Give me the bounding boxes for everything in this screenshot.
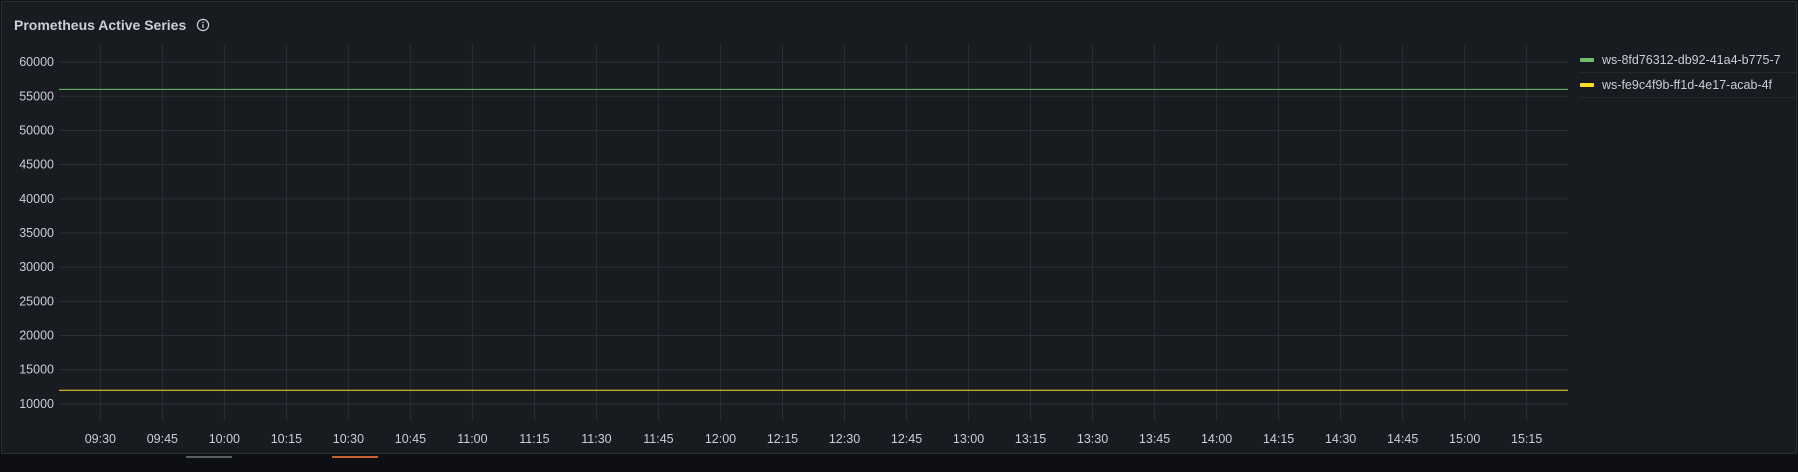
panel-header: Prometheus Active Series <box>14 14 212 36</box>
series-lines <box>59 89 1568 390</box>
y-tick-label: 35000 <box>19 226 54 240</box>
legend: ws-8fd76312-db92-41a4-b775-7 ws-fe9c4f9b… <box>1580 48 1797 98</box>
chart-panel: 60000 55000 50000 45000 40000 35000 30000 25000… <box>1 1 1797 454</box>
panel-title: Prometheus Active Series <box>14 17 186 33</box>
x-tick-label: 09:45 <box>147 432 178 446</box>
x-tick-label: 10:00 <box>209 432 240 446</box>
x-axis: 09:30 09:45 10:00 10:15 10:30 10:45 11:00 11:15… <box>85 432 1543 446</box>
x-tick-label: 11:15 <box>519 432 549 446</box>
y-tick-label: 10000 <box>19 397 54 411</box>
legend-label: ws-8fd76312-db92-41a4-b775-7 <box>1602 53 1781 67</box>
y-tick-label: 40000 <box>19 192 54 206</box>
x-tick-label: 11:00 <box>457 432 487 446</box>
legend-swatch <box>1580 83 1594 87</box>
x-tick-label: 10:15 <box>271 432 302 446</box>
x-tick-label: 14:00 <box>1201 432 1232 446</box>
legend-swatch <box>1580 58 1594 62</box>
x-tick-label: 14:45 <box>1387 432 1418 446</box>
x-tick-label: 15:00 <box>1449 432 1480 446</box>
x-tick-label: 09:30 <box>85 432 116 446</box>
x-tick-label: 12:45 <box>891 432 922 446</box>
x-tick-label: 13:00 <box>953 432 984 446</box>
x-tick-label: 10:45 <box>395 432 426 446</box>
x-tick-label: 13:30 <box>1077 432 1108 446</box>
footer-strip <box>0 454 1798 472</box>
x-tick-label: 12:00 <box>705 432 736 446</box>
y-tick-label: 30000 <box>19 260 54 274</box>
footer-tab-marker <box>186 456 232 458</box>
grid-lines <box>59 45 1568 421</box>
chart-area: 60000 55000 50000 45000 40000 35000 30000 25000… <box>2 2 1580 454</box>
x-tick-label: 12:15 <box>767 432 798 446</box>
y-tick-label: 45000 <box>19 158 54 172</box>
legend-item-series-1[interactable]: ws-fe9c4f9b-ff1d-4e17-acab-4f <box>1580 73 1797 98</box>
x-tick-label: 13:45 <box>1139 432 1170 446</box>
legend-item-series-0[interactable]: ws-8fd76312-db92-41a4-b775-7 <box>1580 48 1797 73</box>
x-tick-label: 15:15 <box>1511 432 1542 446</box>
y-tick-label: 50000 <box>19 123 54 137</box>
x-tick-label: 10:30 <box>333 432 364 446</box>
x-tick-label: 11:30 <box>581 432 611 446</box>
x-tick-label: 13:15 <box>1015 432 1046 446</box>
y-tick-label: 60000 <box>19 55 54 69</box>
legend-label: ws-fe9c4f9b-ff1d-4e17-acab-4f <box>1602 78 1772 92</box>
y-tick-label: 20000 <box>19 329 54 343</box>
info-icon[interactable] <box>196 17 212 33</box>
x-tick-label: 12:30 <box>829 432 860 446</box>
x-tick-label: 11:45 <box>643 432 673 446</box>
y-axis: 60000 55000 50000 45000 40000 35000 30000 25000… <box>19 55 54 411</box>
x-tick-label: 14:30 <box>1325 432 1356 446</box>
x-tick-label: 14:15 <box>1263 432 1294 446</box>
footer-tab-marker <box>332 456 378 458</box>
y-tick-label: 55000 <box>19 89 54 103</box>
y-tick-label: 15000 <box>19 363 54 377</box>
y-tick-label: 25000 <box>19 294 54 308</box>
